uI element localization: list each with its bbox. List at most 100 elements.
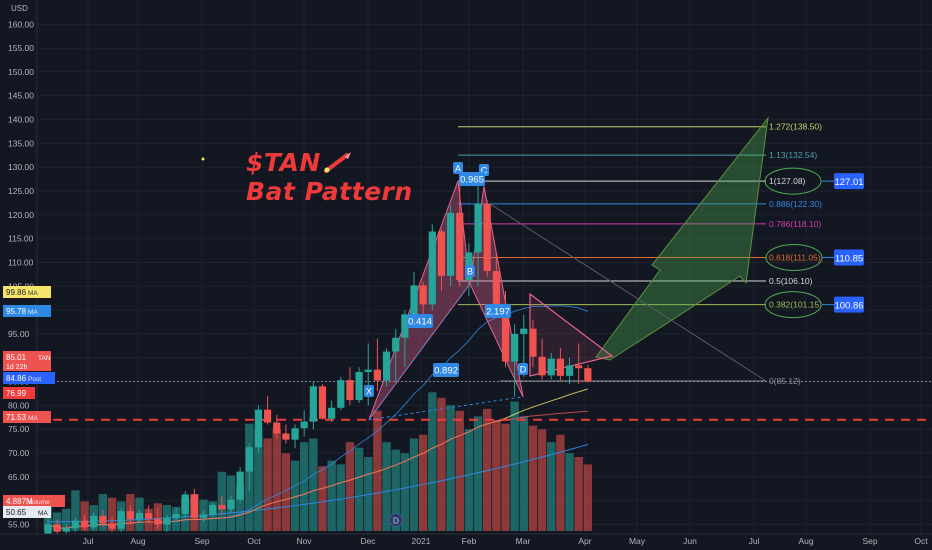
candle-body xyxy=(145,513,152,519)
y-tick-label: 115.00 xyxy=(8,234,34,244)
fib-label: 0(85.12) xyxy=(769,376,801,386)
ma-tag-2-name: MA xyxy=(28,309,38,316)
y-tick-label: 80.00 xyxy=(8,400,30,410)
volume-tag-name: Volume xyxy=(28,499,50,506)
volume-bar xyxy=(520,416,528,531)
volume-bar xyxy=(501,424,509,531)
volume-bar xyxy=(492,420,500,531)
candle-body xyxy=(99,516,106,524)
volume-bar xyxy=(337,464,345,531)
candle-body xyxy=(493,271,500,304)
x-tick-label: Dec xyxy=(360,536,376,546)
candle-body xyxy=(44,524,51,534)
candle-body xyxy=(392,338,399,352)
candle-body xyxy=(301,422,308,429)
candle-body xyxy=(127,511,134,519)
ma-tag-1-name: MA xyxy=(28,290,38,297)
y-tick-label: 150.00 xyxy=(8,67,34,77)
candle-body xyxy=(63,528,70,531)
candle-body xyxy=(291,428,298,439)
event-marker-label: D xyxy=(393,516,399,526)
x-tick-label: Jul xyxy=(749,536,760,546)
x-tick-label: Feb xyxy=(462,536,477,546)
candle-body xyxy=(520,329,527,334)
candle-body xyxy=(374,370,381,381)
volume-bar xyxy=(446,405,454,531)
candle-body xyxy=(438,232,445,276)
volume-bar xyxy=(456,411,464,531)
candle-body xyxy=(173,514,180,518)
pattern-xd-line xyxy=(369,397,523,420)
fib-label: 1.272(138.50) xyxy=(769,122,822,132)
y-tick-label: 140.00 xyxy=(8,115,34,125)
support-tag-value: 76.99 xyxy=(6,389,27,398)
candle-body xyxy=(108,524,115,529)
candle-body xyxy=(456,213,463,280)
last-price-countdown: 1d 22h xyxy=(6,364,28,371)
y-tick-label: 120.00 xyxy=(8,210,34,220)
volume-bar xyxy=(437,398,445,531)
volume-bar xyxy=(410,439,418,532)
fib-label: 1(127.08) xyxy=(769,176,806,186)
volume-bar xyxy=(565,453,573,531)
candle-body xyxy=(575,365,582,368)
candle-body xyxy=(264,410,271,423)
last-price-value: 85.01 xyxy=(6,353,27,362)
candle-body xyxy=(273,423,280,434)
x-tick-label: Nov xyxy=(296,536,312,546)
candle-body xyxy=(200,514,207,517)
fib-label: 0.886(122.30) xyxy=(769,199,822,209)
y-tick-label: 130.00 xyxy=(8,162,34,172)
candle-body xyxy=(410,285,417,314)
volume-bars xyxy=(44,392,592,531)
rocket-icon xyxy=(323,150,353,174)
vol-ma-tag-name: MA xyxy=(38,510,48,517)
candle-body xyxy=(90,516,97,527)
volume-bar xyxy=(538,429,546,531)
y-tick-label: 55.00 xyxy=(8,519,30,529)
target-value: 100.86 xyxy=(834,301,863,312)
ma-tag-2-value: 95.78 xyxy=(6,307,27,316)
fib-label: 0.618(111.05) xyxy=(769,252,821,262)
pattern-point-label: A xyxy=(455,164,461,174)
pattern-xab xyxy=(369,181,470,420)
y-tick-label: 125.00 xyxy=(8,186,34,196)
candle-body xyxy=(81,521,88,528)
y-tick-label: 75.00 xyxy=(8,424,30,434)
y-tick-label: 110.00 xyxy=(8,257,34,267)
volume-bar xyxy=(575,457,583,531)
fib-label: 0.5(106.10) xyxy=(769,276,813,286)
x-tick-label: Jun xyxy=(683,536,697,546)
candle-body xyxy=(319,386,326,418)
candle-body xyxy=(484,204,491,271)
x-tick-label: Oct xyxy=(247,536,261,546)
y-tick-label: 155.00 xyxy=(8,43,34,53)
volume-bar xyxy=(510,402,518,532)
candle-body xyxy=(209,505,216,515)
x-tick-label: Jul xyxy=(83,536,94,546)
volume-bar xyxy=(309,439,317,532)
y-tick-label: 145.00 xyxy=(8,91,34,101)
volume-bar xyxy=(355,448,363,531)
candle-body xyxy=(529,329,536,357)
pattern-ratio-label: 2.197 xyxy=(486,307,510,318)
x-tick-label: Apr xyxy=(578,536,591,546)
candle-body xyxy=(118,511,125,529)
candle-body xyxy=(163,518,170,525)
target-value: 127.01 xyxy=(834,177,863,188)
candle-body xyxy=(237,472,244,500)
volume-bar xyxy=(529,426,537,531)
candle-body xyxy=(566,365,573,375)
ma-tag-3-value: 71.53 xyxy=(6,413,27,422)
volume-bar xyxy=(273,429,281,531)
post-tag-value: 84.86 xyxy=(6,374,27,383)
candle-body xyxy=(429,232,436,305)
price-axis-panel xyxy=(0,0,37,550)
candle-body xyxy=(328,408,335,419)
volume-bar xyxy=(346,442,354,531)
pattern-ratio-label: 0.414 xyxy=(408,317,432,328)
y-tick-label: 160.00 xyxy=(8,19,34,29)
y-tick-label: 70.00 xyxy=(8,448,30,458)
volume-bar xyxy=(465,429,473,531)
